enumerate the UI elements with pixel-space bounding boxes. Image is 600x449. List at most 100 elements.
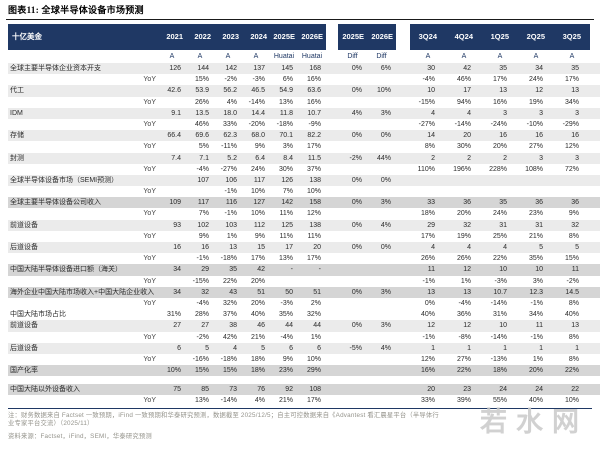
year-value-cell: 117 (197, 199, 209, 207)
table-row: 国产化率 10% 15% 15% 18% 23% 29% 16% 22% 18% 20% 22% (8, 365, 600, 377)
year-value-cell: 11% (307, 232, 322, 240)
diff-value-cell (367, 395, 396, 406)
year-value-cell: 34 (173, 266, 181, 274)
year-subheader: A (225, 53, 231, 60)
quarter-value-cell: 55% (492, 397, 507, 405)
quarter-value-cell: 20% (492, 143, 507, 151)
year-value-cell (158, 164, 186, 175)
table-row: YoY -4% -27% 24% 30% 37% 110% 196% 228% 108% 72% (8, 163, 600, 175)
column-gap (326, 242, 338, 253)
year-value-cell: 13% (194, 397, 209, 405)
year-value-cell: -14% (220, 397, 237, 405)
diff-value-cell (367, 119, 396, 130)
diff-subheader: Diff (347, 53, 358, 60)
year-value-cell: 27 (173, 322, 181, 330)
row-label: 全球主要半导体企业资本开支 (10, 65, 101, 72)
year-value-cell: 51 (257, 288, 265, 296)
year-value-cell: 16% (306, 76, 321, 84)
quarter-value-cell: 3% (532, 277, 543, 285)
column-gap (396, 85, 410, 96)
column-gap (396, 50, 410, 63)
column-gap (396, 320, 410, 331)
quarter-value-cell: 30 (427, 65, 435, 72)
diff-value-cell (367, 97, 396, 108)
year-value-cell: 127 (253, 199, 265, 207)
year-value-cell: 7.4 (171, 154, 181, 162)
quarter-value-cell: -14% (490, 299, 507, 307)
year-value-cell: 46 (257, 322, 265, 330)
column-gap (326, 264, 338, 275)
table-row: 全球主要半导体企业资本开支 126 144 142 137 145 168 0% 6% 30 42 3… (8, 63, 600, 75)
column-gap (396, 395, 410, 406)
quarter-value-cell: 13 (499, 87, 507, 95)
column-gap (326, 164, 338, 175)
quarter-value-cell: 1% (532, 355, 543, 363)
table-row: 后道设备 16 16 13 15 17 20 0% 0% 4 4 4 5 5 (8, 242, 600, 254)
diff-subheader: Diff (376, 53, 387, 60)
row-label: 中国大陆以外设备收入 (10, 386, 80, 394)
year-value-cell: -16% (192, 355, 209, 363)
row-label: IDM (10, 109, 23, 117)
year-value-cell: 142 (225, 65, 237, 72)
year-value-cell: 63.6 (307, 87, 321, 95)
year-value-cell: 9.1 (171, 109, 181, 117)
spacer-row (0, 376, 600, 384)
year-value-cell: 18.0 (223, 109, 237, 117)
quarter-value-cell (446, 175, 482, 186)
row-label: YoY (143, 255, 156, 263)
footnote-line-1: 注：财务数据来自 Factset 一致预期，iFind 一致预期和华泰研究预测，… (8, 411, 439, 419)
year-column-header: 2026E (298, 24, 326, 50)
column-gap (396, 354, 410, 365)
diff-value-cell: 3% (380, 288, 391, 296)
diff-value-cell (367, 231, 396, 242)
year-value-cell: 44 (285, 322, 293, 330)
diff-value-cell: 10% (376, 87, 391, 95)
quarter-value-cell: 33 (427, 199, 435, 207)
diff-value-cell (338, 276, 367, 287)
year-value-cell (158, 175, 186, 186)
year-value-cell: 1% (226, 232, 237, 240)
year-value-cell: 11% (279, 210, 294, 218)
quarter-value-cell: 12% (420, 355, 435, 363)
year-value-cell: 14.4 (251, 109, 265, 117)
quarter-subheader: A (425, 53, 431, 60)
quarter-value-cell: 27% (456, 355, 471, 363)
table-row: 代工 42.6 53.9 56.2 46.5 54.9 63.6 0% 10% 10 17 13 12 1… (8, 85, 600, 97)
quarter-value-cell: 35 (571, 65, 579, 72)
column-gap (396, 253, 410, 264)
quarter-value-cell: 19% (456, 232, 471, 240)
year-value-cell: 69.6 (195, 132, 209, 140)
year-value-cell: 6 (317, 344, 321, 352)
quarter-value-cell: 13 (571, 87, 579, 95)
diff-value-cell (338, 365, 367, 376)
row-label: YoY (143, 299, 156, 307)
column-gap (326, 153, 338, 164)
year-value-cell: 126 (169, 65, 181, 72)
quarter-value-cell: -14% (490, 333, 507, 341)
quarter-value-cell: 5 (575, 244, 579, 251)
quarter-value-cell: 1 (575, 344, 579, 352)
column-gap (326, 298, 338, 309)
year-value-cell: 37% (306, 165, 321, 173)
diff-value-cell (367, 141, 396, 152)
year-value-cell (186, 186, 214, 197)
year-value-cell (158, 253, 186, 264)
table-row: 封测 7.4 7.1 5.2 6.4 8.4 11.5 -2% 44% 2 2 2 3 3 (8, 152, 600, 164)
year-value-cell: -15% (192, 277, 209, 285)
year-value-cell: 6 (289, 344, 293, 352)
year-value-cell: 54.9 (279, 87, 293, 95)
year-value-cell: 23% (278, 367, 293, 375)
year-value-cell: -9% (308, 120, 321, 128)
table-row: YoY -1% 10% 7% 10% (8, 186, 600, 198)
year-value-cell: 17% (306, 255, 321, 263)
year-value-cell: 92 (285, 386, 293, 394)
year-value-cell: 125 (281, 221, 293, 229)
quarter-value-cell: 4 (431, 109, 435, 117)
quarter-value-cell: 40% (528, 397, 543, 405)
row-label: 后道设备 (10, 344, 38, 352)
quarter-column-header: 2Q25 (518, 24, 554, 50)
diff-value-cell: 0% (351, 288, 362, 296)
year-column-header: 2022 (186, 24, 214, 50)
year-value-cell: 17 (285, 244, 293, 251)
